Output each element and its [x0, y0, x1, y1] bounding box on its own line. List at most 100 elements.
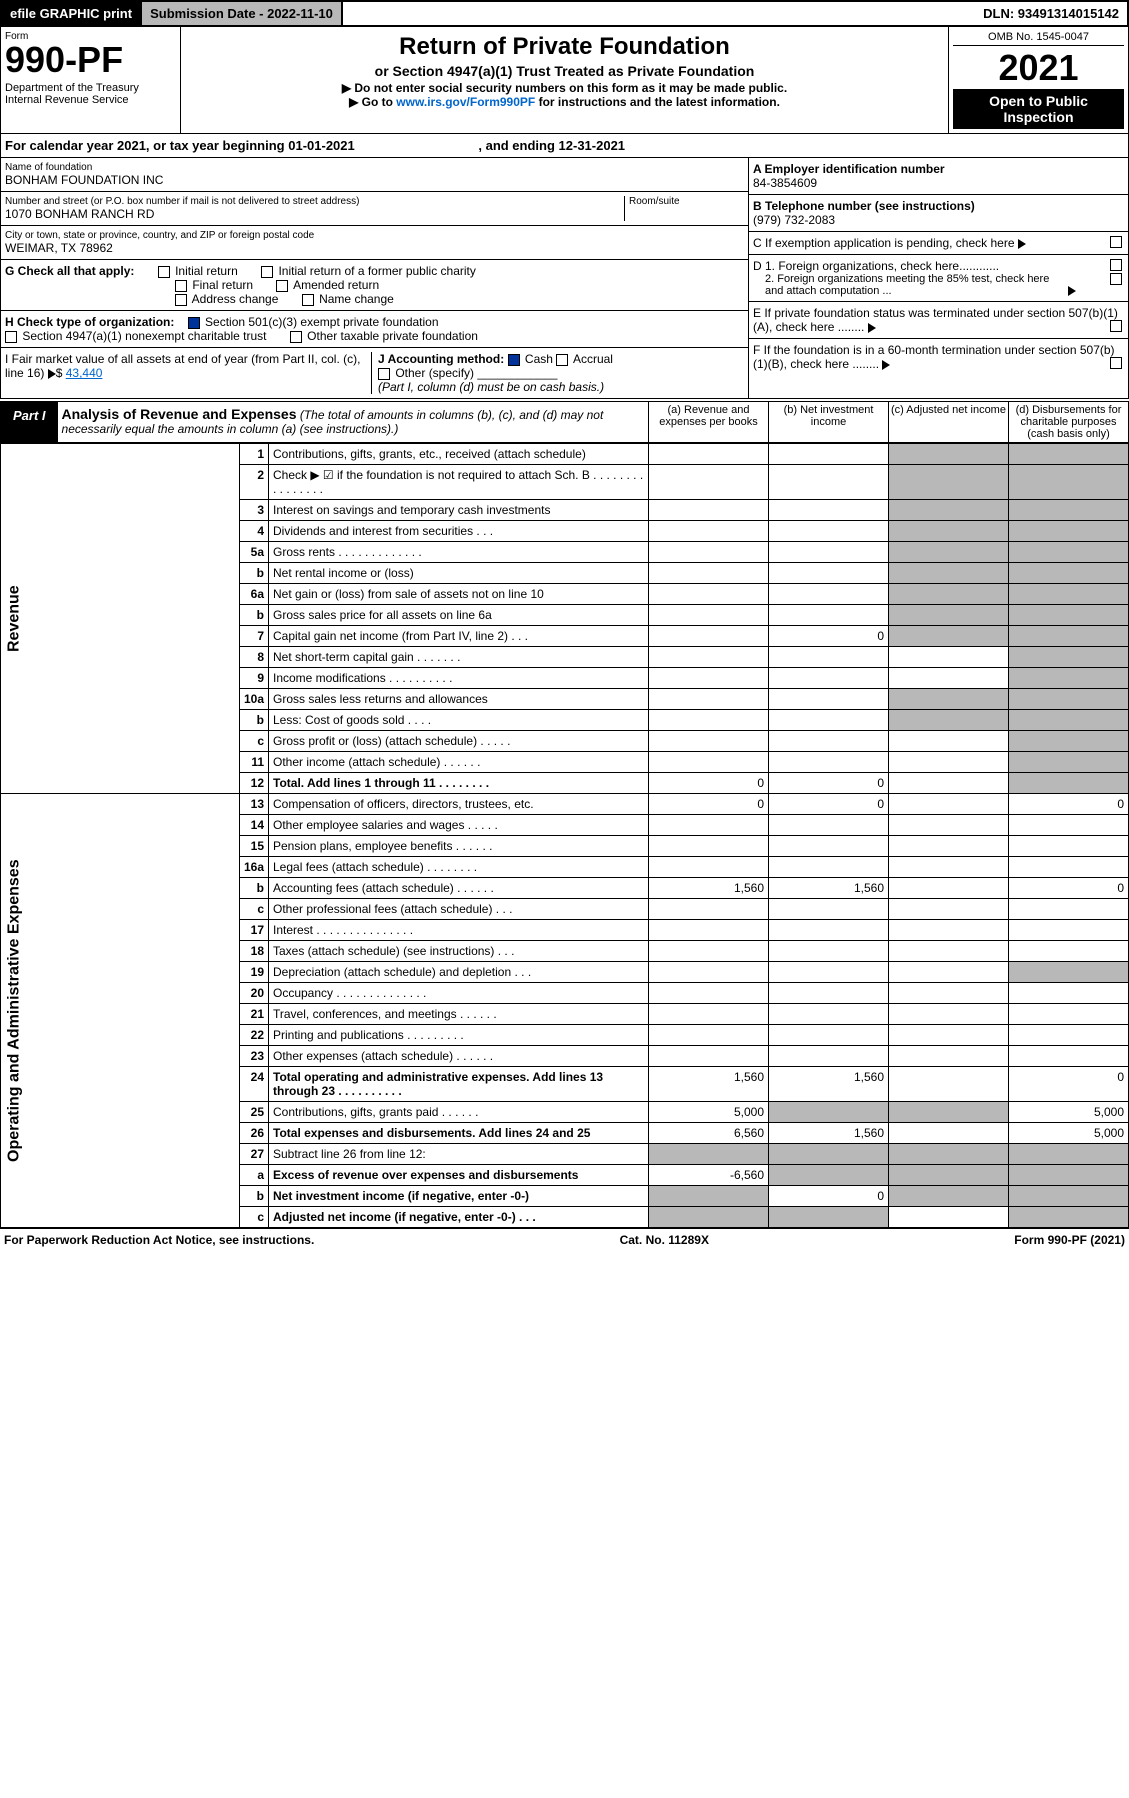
- amount-cell: [649, 1046, 769, 1067]
- footer-left: For Paperwork Reduction Act Notice, see …: [4, 1233, 314, 1247]
- amount-cell: [649, 1207, 769, 1228]
- footer-right: Form 990-PF (2021): [1014, 1233, 1125, 1247]
- amount-cell: [769, 584, 889, 605]
- table-row: Revenue1Contributions, gifts, grants, et…: [1, 444, 1129, 465]
- amount-cell: [649, 710, 769, 731]
- amount-cell: [889, 1165, 1009, 1186]
- line-desc: Adjusted net income (if negative, enter …: [269, 1207, 649, 1228]
- line-desc: Gross rents . . . . . . . . . . . . .: [269, 542, 649, 563]
- header-left: Form 990-PF Department of the Treasury I…: [1, 27, 181, 133]
- amount-cell: [889, 521, 1009, 542]
- checkbox[interactable]: [175, 294, 187, 306]
- checkbox[interactable]: [1110, 259, 1122, 271]
- amount-cell: [649, 731, 769, 752]
- amount-cell: [649, 752, 769, 773]
- line-desc: Interest on savings and temporary cash i…: [269, 500, 649, 521]
- amount-cell: [649, 1186, 769, 1207]
- checkbox[interactable]: [5, 331, 17, 343]
- header-center: Return of Private Foundation or Section …: [181, 27, 948, 133]
- line-desc: Legal fees (attach schedule) . . . . . .…: [269, 857, 649, 878]
- amount-cell: [889, 689, 1009, 710]
- col-b-hdr: (b) Net investment income: [768, 402, 888, 442]
- amount-cell: [769, 815, 889, 836]
- open-to-public: Open to Public Inspection: [953, 89, 1124, 129]
- checkbox[interactable]: [276, 280, 288, 292]
- checkbox[interactable]: [1110, 236, 1122, 248]
- amount-cell: [769, 689, 889, 710]
- amount-cell: 6,560: [649, 1123, 769, 1144]
- amount-cell: [769, 962, 889, 983]
- line-number: 14: [239, 815, 268, 836]
- checkbox[interactable]: [302, 294, 314, 306]
- amount-cell: [1009, 983, 1129, 1004]
- checkbox[interactable]: [175, 280, 187, 292]
- amount-cell: [1009, 899, 1129, 920]
- amount-cell: [649, 941, 769, 962]
- amount-cell: [889, 1144, 1009, 1165]
- line-number: 18: [239, 941, 268, 962]
- line-desc: Other expenses (attach schedule) . . . .…: [269, 1046, 649, 1067]
- amount-cell: [889, 1004, 1009, 1025]
- amount-cell: [1009, 584, 1129, 605]
- line-number: 13: [239, 794, 268, 815]
- amount-cell: [1009, 1004, 1129, 1025]
- submission-date: Submission Date - 2022-11-10: [140, 2, 343, 25]
- amount-cell: [769, 1025, 889, 1046]
- checkbox[interactable]: [1110, 273, 1122, 285]
- amount-cell: 1,560: [769, 878, 889, 899]
- checkbox[interactable]: [158, 266, 170, 278]
- amount-cell: [649, 542, 769, 563]
- amount-cell: [889, 941, 1009, 962]
- omb: OMB No. 1545-0047: [953, 31, 1124, 46]
- amount-cell: [1009, 1165, 1129, 1186]
- line-number: 16a: [239, 857, 268, 878]
- fmv-link[interactable]: 43,440: [66, 366, 103, 380]
- amount-cell: [1009, 1207, 1129, 1228]
- amount-cell: [769, 521, 889, 542]
- amount-cell: [1009, 542, 1129, 563]
- amount-cell: [769, 605, 889, 626]
- line-desc: Pension plans, employee benefits . . . .…: [269, 836, 649, 857]
- amount-cell: [1009, 941, 1129, 962]
- amount-cell: [649, 521, 769, 542]
- amount-cell: [1009, 815, 1129, 836]
- addr-row: Number and street (or P.O. box number if…: [1, 192, 748, 226]
- irs-link[interactable]: www.irs.gov/Form990PF: [396, 95, 535, 109]
- section-label: Operating and Administrative Expenses: [1, 794, 240, 1228]
- line-number: 8: [239, 647, 268, 668]
- line-number: 2: [239, 465, 268, 500]
- amount-cell: 1,560: [649, 878, 769, 899]
- amount-cell: [769, 1046, 889, 1067]
- checkbox[interactable]: [378, 368, 390, 380]
- line-desc: Accounting fees (attach schedule) . . . …: [269, 878, 649, 899]
- form-number: 990-PF: [5, 42, 176, 78]
- checkbox-checked[interactable]: [188, 317, 200, 329]
- amount-cell: [889, 962, 1009, 983]
- tax-year: 2021: [953, 46, 1124, 89]
- line-number: 27: [239, 1144, 268, 1165]
- dln: DLN: 93491314015142: [975, 2, 1127, 25]
- line-desc: Printing and publications . . . . . . . …: [269, 1025, 649, 1046]
- amount-cell: [889, 1123, 1009, 1144]
- checkbox[interactable]: [261, 266, 273, 278]
- checkbox-checked[interactable]: [508, 354, 520, 366]
- amount-cell: [649, 1144, 769, 1165]
- checkbox[interactable]: [1110, 357, 1122, 369]
- line-desc: Interest . . . . . . . . . . . . . . .: [269, 920, 649, 941]
- d-row: D 1. Foreign organizations, check here..…: [749, 255, 1128, 302]
- checkbox[interactable]: [556, 354, 568, 366]
- amount-cell: [769, 465, 889, 500]
- line-desc: Check ▶ ☑ if the foundation is not requi…: [269, 465, 649, 500]
- line-desc: Taxes (attach schedule) (see instruction…: [269, 941, 649, 962]
- form-header: Form 990-PF Department of the Treasury I…: [0, 27, 1129, 134]
- checkbox[interactable]: [1110, 320, 1122, 332]
- amount-cell: [1009, 836, 1129, 857]
- amount-cell: [889, 668, 1009, 689]
- amount-cell: [649, 815, 769, 836]
- amount-cell: 0: [769, 626, 889, 647]
- checkbox[interactable]: [290, 331, 302, 343]
- dept: Department of the Treasury Internal Reve…: [5, 82, 176, 106]
- line-desc: Travel, conferences, and meetings . . . …: [269, 1004, 649, 1025]
- line-number: b: [239, 563, 268, 584]
- line-number: 23: [239, 1046, 268, 1067]
